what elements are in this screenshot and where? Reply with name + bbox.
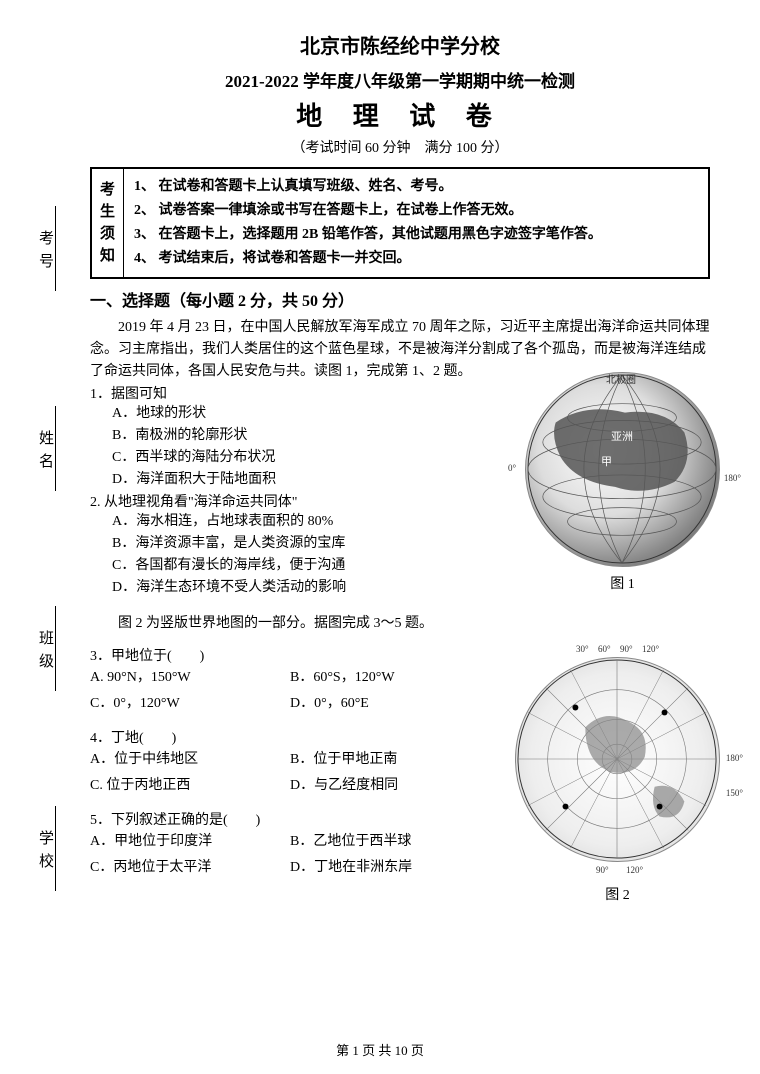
notice-item: 2、 试卷答案一律填涂或书写在答题卡上，在试卷上作答无效。 <box>134 199 698 223</box>
q1-stem: 1．据图可知 <box>90 383 400 403</box>
q3-opt-d: D．0°，60°E <box>290 691 490 717</box>
content-area: 2019 年 4 月 23 日，在中国人民解放军海军成立 70 周年之际，习近平… <box>90 317 710 881</box>
q5-opt-a: A．甲地位于印度洋 <box>90 829 290 855</box>
exam-header: 北京市陈经纶中学分校 2021-2022 学年度八年级第一学期期中统一检测 地 … <box>90 30 710 157</box>
section-title: 一、选择题（每小题 2 分，共 50 分） <box>90 287 710 311</box>
fig2-lon-60: 60° <box>598 644 611 654</box>
q1-opt-c: C．西半球的海陆分布状况 <box>90 447 400 469</box>
q4-opt-b: B．位于甲地正南 <box>290 747 490 773</box>
fig2-lon-120: 120° <box>642 644 659 654</box>
q5-opt-b: B．乙地位于西半球 <box>290 829 490 855</box>
page-footer: 第 1 页 共 10 页 <box>0 1040 760 1059</box>
q3-opt-b: B．60°S，120°W <box>290 665 490 691</box>
q5-opt-d: D．丁地在非洲东岸 <box>290 855 490 881</box>
globe1-lon0: 0° <box>508 463 516 473</box>
sidebar-label-name: 姓名 <box>35 430 56 476</box>
fig2-lon-180r: 180° <box>726 753 743 763</box>
question-3: 3．甲地位于( ) A. 90°N，150°W B．60°S，120°W C．0… <box>90 645 510 717</box>
globe-2-svg <box>516 658 719 861</box>
notice-item: 3、 在答题卡上，选择题用 2B 铅笔作答，其他试题用黑色字迹签字笔作答。 <box>134 223 698 247</box>
question-2: 2. 从地理视角看"海洋命运共同体" A．海水相连，占地球表面积的 80% B．… <box>90 491 400 599</box>
q4-stem: 4．丁地( ) <box>90 727 510 747</box>
globe1-jia-label: 甲 <box>601 453 612 469</box>
question-1: 1．据图可知 A．地球的形状 B．南极洲的轮廓形状 C．西半球的海陆分布状况 D… <box>90 383 400 491</box>
q4-opt-c: C. 位于丙地正西 <box>90 773 290 799</box>
q1-opt-d: D．海洋面积大于陆地面积 <box>90 469 400 491</box>
subject-title: 地 理 试 卷 <box>90 96 710 133</box>
q1-opt-b: B．南极洲的轮廓形状 <box>90 425 400 447</box>
q2-opt-a: A．海水相连，占地球表面积的 80% <box>90 511 400 533</box>
sidebar-label-school: 学校 <box>35 830 56 876</box>
figure-1: 北极圈 亚洲 甲 0° 180° 图 1 <box>525 372 720 593</box>
sidebar-line-2 <box>55 406 56 491</box>
q3-stem: 3．甲地位于( ) <box>90 645 510 665</box>
exam-info: （考试时间 60 分钟 满分 100 分） <box>90 137 710 157</box>
globe1-lon180: 180° <box>724 473 741 483</box>
figure-1-label: 图 1 <box>525 573 720 593</box>
fig2-lon-30: 30° <box>576 644 589 654</box>
q2-opt-b: B．海洋资源丰富，是人类资源的宝库 <box>90 533 400 555</box>
notice-item: 1、 在试卷和答题卡上认真填写班级、姓名、考号。 <box>134 175 698 199</box>
notice-left-header: 考生须知 <box>92 169 124 277</box>
q4-opt-d: D．与乙经度相同 <box>290 773 490 799</box>
exam-title: 2021-2022 学年度八年级第一学期期中统一检测 <box>90 67 710 92</box>
q2-stem: 2. 从地理视角看"海洋命运共同体" <box>90 491 400 511</box>
notice-item: 4、 考试结束后，将试卷和答题卡一并交回。 <box>134 247 698 271</box>
question-5: 5．下列叙述正确的是( ) A．甲地位于印度洋 B．乙地位于西半球 C．丙地位于… <box>90 809 510 881</box>
sidebar-line-4 <box>55 806 56 891</box>
figure-2: 30° 60° 90° 120° 180° 150° 90° 120° 图 2 <box>515 657 720 904</box>
sidebar-line-3 <box>55 606 56 691</box>
notice-box: 考生须知 1、 在试卷和答题卡上认真填写班级、姓名、考号。 2、 试卷答案一律填… <box>90 167 710 279</box>
fig2-lon-90b: 90° <box>596 865 609 875</box>
question-4: 4．丁地( ) A．位于中纬地区 B．位于甲地正南 C. 位于丙地正西 D．与乙… <box>90 727 510 799</box>
figure-2-label: 图 2 <box>515 884 720 904</box>
sidebar-label-examno: 考号 <box>35 230 56 276</box>
q4-opt-a: A．位于中纬地区 <box>90 747 290 773</box>
q2-opt-c: C．各国都有漫长的海岸线，便于沟通 <box>90 555 400 577</box>
q2-opt-d: D．海洋生态环境不受人类活动的影响 <box>90 577 400 599</box>
school-name: 北京市陈经纶中学分校 <box>90 30 710 59</box>
q1-opt-a: A．地球的形状 <box>90 403 400 425</box>
notice-content: 1、 在试卷和答题卡上认真填写班级、姓名、考号。 2、 试卷答案一律填涂或书写在… <box>124 169 708 277</box>
fig2-lon-120b: 120° <box>626 865 643 875</box>
sidebar-line-1 <box>55 206 56 291</box>
q5-opt-c: C．丙地位于太平洋 <box>90 855 290 881</box>
fig2-lon-90: 90° <box>620 644 633 654</box>
passage-2: 图 2 为竖版世界地图的一部分。据图完成 3～5 题。 <box>90 613 710 635</box>
sidebar-label-class: 班级 <box>35 630 56 676</box>
globe1-asia-label: 亚洲 <box>611 428 633 444</box>
globe1-north-label: 北极圈 <box>606 371 636 386</box>
q5-stem: 5．下列叙述正确的是( ) <box>90 809 510 829</box>
globe-1-svg <box>526 373 719 566</box>
q3-opt-a: A. 90°N，150°W <box>90 665 290 691</box>
q3-opt-c: C．0°，120°W <box>90 691 290 717</box>
fig2-lon-150r: 150° <box>726 788 743 798</box>
